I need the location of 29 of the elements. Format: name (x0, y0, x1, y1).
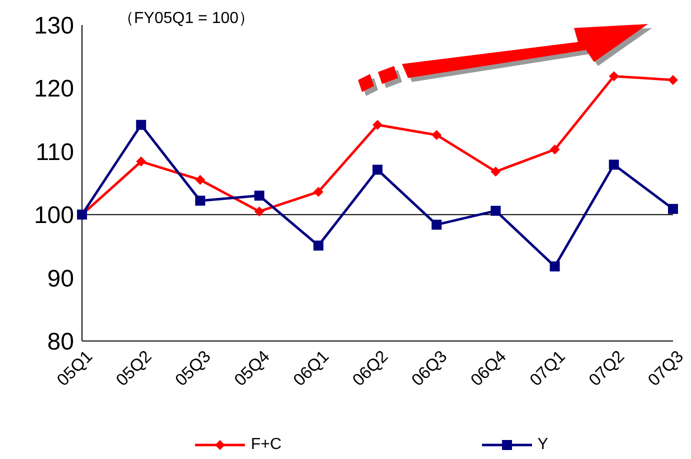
y-tick-label: 120 (34, 76, 74, 103)
y-tick-label: 130 (34, 12, 74, 40)
point (136, 120, 146, 130)
point (608, 71, 619, 82)
point (608, 160, 619, 170)
annotation: （FY05Q1 = 100） (118, 9, 255, 29)
legend-label: F+C (250, 436, 282, 454)
legend-label: Y (538, 436, 548, 454)
point (195, 196, 206, 206)
y-tick-label: 100 (34, 202, 74, 230)
point (490, 166, 501, 177)
point (432, 220, 442, 230)
y-tick-label: 80 (47, 328, 74, 356)
point (372, 120, 382, 130)
point (136, 156, 146, 167)
point (372, 164, 382, 175)
point (313, 240, 324, 251)
point (432, 130, 442, 140)
y-tick-label: 90 (47, 265, 74, 292)
point (195, 174, 206, 185)
point (550, 261, 560, 272)
point (490, 206, 501, 216)
y-tick-label: 110 (36, 138, 74, 166)
point (313, 186, 324, 197)
point (254, 190, 264, 201)
point (550, 144, 560, 155)
point (668, 204, 678, 214)
point (254, 206, 264, 216)
point (668, 74, 678, 85)
